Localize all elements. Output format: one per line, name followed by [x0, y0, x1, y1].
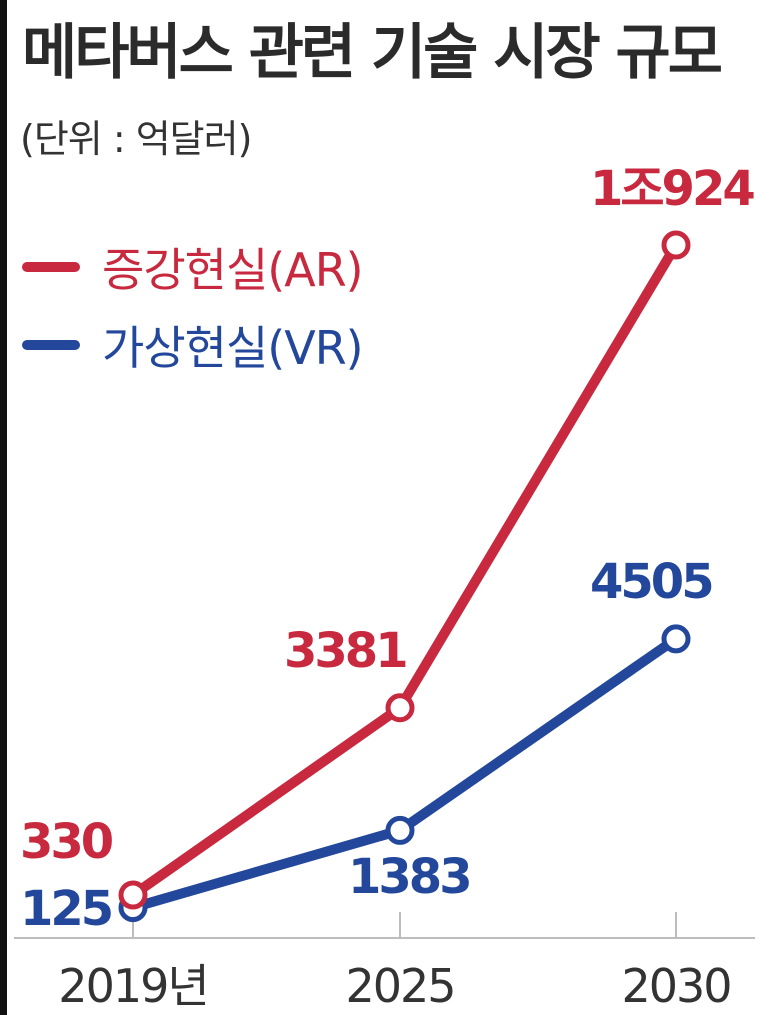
chart-title: 메타버스 관련 기술 시장 규모	[22, 18, 723, 88]
legend-item-vr: 가상현실(VR)	[22, 306, 364, 384]
legend-item-ar: 증강현실(AR)	[22, 228, 364, 306]
legend-label-ar: 증강현실(AR)	[102, 243, 364, 297]
data-label-ar-0: 330	[20, 814, 113, 870]
legend-swatch-ar	[22, 262, 80, 272]
data-label-ar-2: 1조924	[590, 161, 754, 217]
x-tick-label-2: 2030	[621, 959, 730, 1013]
point-ar-1	[385, 693, 415, 723]
point-ar-0	[118, 880, 148, 910]
point-vr-2	[661, 624, 691, 654]
legend: 증강현실(AR) 가상현실(VR)	[22, 228, 364, 384]
x-tick-label-1: 2025	[345, 959, 454, 1013]
point-vr-1	[385, 815, 415, 845]
unit-label: (단위 : 억달러)	[20, 117, 252, 161]
data-label-ar-1: 3381	[284, 623, 406, 679]
point-ar-2	[661, 230, 691, 260]
data-label-vr-0: 125	[20, 881, 112, 937]
data-label-vr-2: 4505	[590, 554, 712, 610]
legend-label-vr: 가상현실(VR)	[102, 321, 364, 375]
left-border-rule	[0, 0, 7, 1015]
x-tick-label-0: 2019년	[58, 959, 207, 1013]
legend-swatch-vr	[22, 340, 80, 350]
data-label-vr-1: 1383	[348, 849, 470, 905]
